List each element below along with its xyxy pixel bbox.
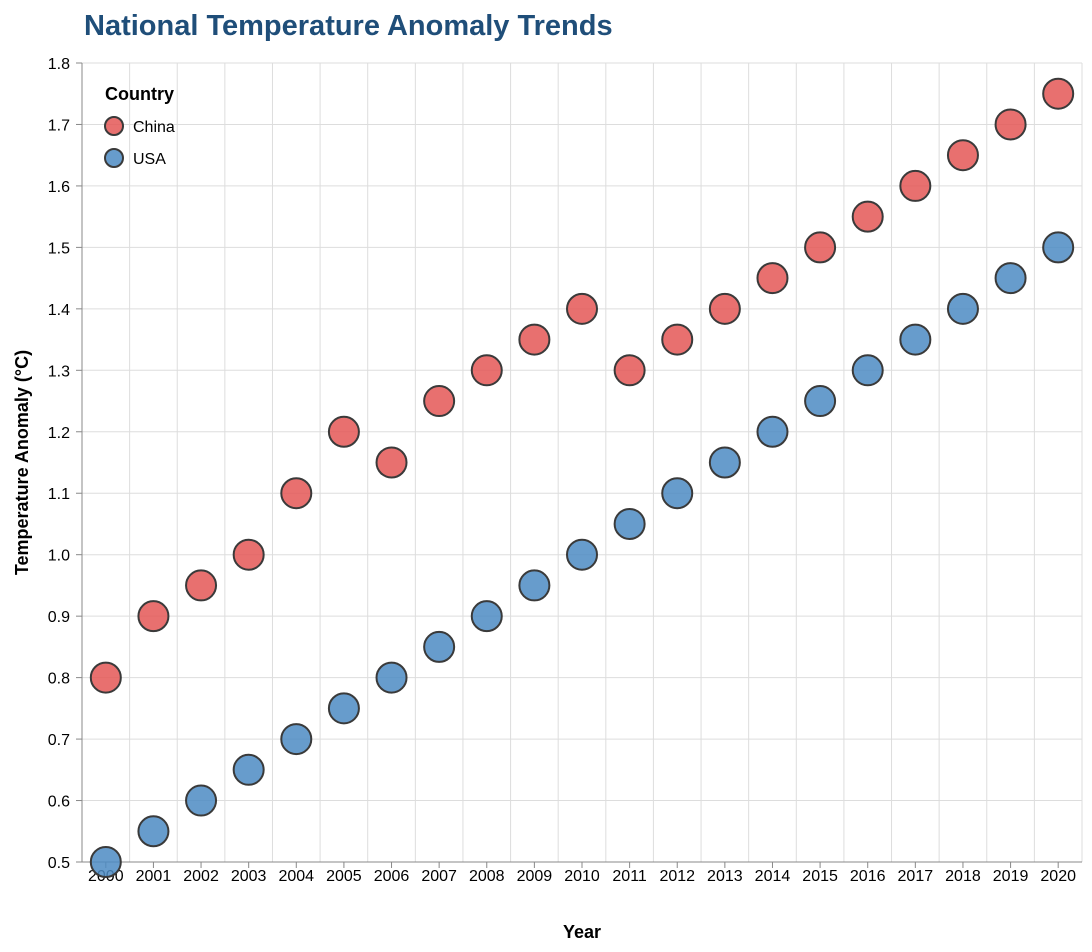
point-usa-2001: [137, 815, 170, 848]
y-axis-title: Temperature Anomaly (°C): [12, 350, 32, 575]
point-china-2009: [518, 323, 551, 356]
point-usa-2017: [899, 323, 932, 356]
point-china-2003: [232, 538, 265, 571]
point-china-2020: [1042, 77, 1075, 110]
x-tick-label: 2017: [898, 868, 934, 885]
point-china-2014: [756, 262, 789, 295]
point-china-2000: [89, 661, 122, 694]
x-tick-label: 2003: [231, 868, 267, 885]
y-tick-label: 1.8: [48, 56, 70, 73]
x-axis-title: Year: [563, 922, 601, 942]
point-china-2010: [566, 292, 598, 325]
point-china-2007: [423, 385, 456, 418]
legend-title: Country: [105, 84, 174, 104]
point-usa-2015: [804, 385, 837, 418]
point-usa-2009: [518, 569, 551, 602]
point-usa-2014: [756, 415, 789, 448]
gridlines: [81, 62, 1083, 863]
x-tick-label: 2012: [659, 868, 695, 885]
x-tick-label: 2008: [469, 868, 505, 885]
point-china-2008: [470, 354, 503, 387]
point-usa-2004: [280, 723, 313, 756]
x-tick-label: 2013: [707, 868, 743, 885]
legend-symbol-usa: [104, 148, 124, 168]
x-tick-label: 2018: [945, 868, 981, 885]
y-tick-label: 1.4: [48, 302, 70, 319]
x-tick-label: 2014: [755, 868, 791, 885]
y-tick-label: 1.3: [48, 363, 70, 380]
point-china-2019: [994, 108, 1027, 141]
point-usa-2007: [423, 630, 456, 663]
y-tick-label: 1.2: [48, 425, 70, 442]
x-tick-label: 2011: [612, 868, 647, 885]
point-usa-2019: [994, 262, 1027, 295]
point-usa-2016: [851, 354, 884, 387]
x-tick-label: 2016: [850, 868, 886, 885]
point-usa-2002: [185, 784, 218, 817]
point-china-2013: [708, 292, 741, 325]
point-usa-2011: [613, 507, 646, 540]
x-tick-label: 2009: [517, 868, 553, 885]
x-tick-label: 2010: [564, 868, 600, 885]
x-tick-label: 2007: [421, 868, 457, 885]
point-usa-2005: [327, 692, 360, 725]
point-china-2017: [899, 169, 932, 202]
point-china-2016: [851, 200, 884, 233]
point-usa-2013: [708, 446, 741, 479]
x-tick-label: 2005: [326, 868, 362, 885]
point-china-2006: [375, 446, 408, 479]
point-usa-2018: [946, 292, 979, 325]
legend: Country China USA: [104, 84, 175, 168]
point-china-2012: [661, 323, 694, 356]
point-china-2004: [280, 477, 313, 510]
data-points: [89, 77, 1075, 878]
x-tick-label: 2015: [802, 868, 838, 885]
y-tick-label: 0.5: [48, 855, 70, 872]
x-tick-label: 2019: [993, 868, 1029, 885]
y-tick-label: 1.0: [48, 548, 70, 565]
point-usa-2010: [566, 538, 598, 571]
y-tick-label: 1.7: [48, 117, 70, 134]
point-china-2015: [804, 231, 837, 264]
point-china-2018: [946, 139, 979, 172]
point-china-2005: [327, 415, 360, 448]
point-china-2001: [137, 600, 170, 633]
point-usa-2008: [470, 600, 503, 633]
x-tick-label: 2002: [183, 868, 219, 885]
y-tick-label: 0.6: [48, 794, 70, 811]
y-tick-label: 1.6: [48, 179, 70, 196]
point-usa-2003: [232, 753, 265, 786]
y-tick-label: 0.8: [48, 671, 70, 688]
x-tick-label: 2006: [374, 868, 410, 885]
y-tick-label: 0.9: [48, 609, 70, 626]
series-china: [89, 77, 1075, 694]
y-tick-label: 1.5: [48, 240, 70, 257]
x-axis: 2000200120022003200420052006200720082009…: [82, 861, 1082, 885]
point-usa-2012: [661, 477, 694, 510]
x-tick-label: 2020: [1040, 868, 1076, 885]
point-usa-2020: [1042, 231, 1075, 264]
point-usa-2006: [375, 661, 408, 694]
legend-symbol-china: [104, 116, 124, 136]
x-tick-label: 2004: [278, 868, 314, 885]
chart-title: National Temperature Anomaly Trends: [84, 10, 613, 42]
y-axis: 0.5 0.6 0.7 0.8 0.9 1.0 1.1 1.2 1.3 1.4 1.5 1.6 1.7 1…: [48, 56, 83, 872]
point-china-2011: [613, 354, 646, 387]
x-tick-label: 2001: [136, 868, 172, 885]
point-usa-2000: [89, 846, 122, 878]
legend-label-usa: USA: [133, 151, 166, 168]
y-tick-label: 0.7: [48, 732, 70, 749]
series-usa: [89, 231, 1075, 878]
legend-label-china: China: [133, 119, 175, 136]
point-china-2002: [185, 569, 218, 602]
y-tick-label: 1.1: [48, 486, 70, 503]
